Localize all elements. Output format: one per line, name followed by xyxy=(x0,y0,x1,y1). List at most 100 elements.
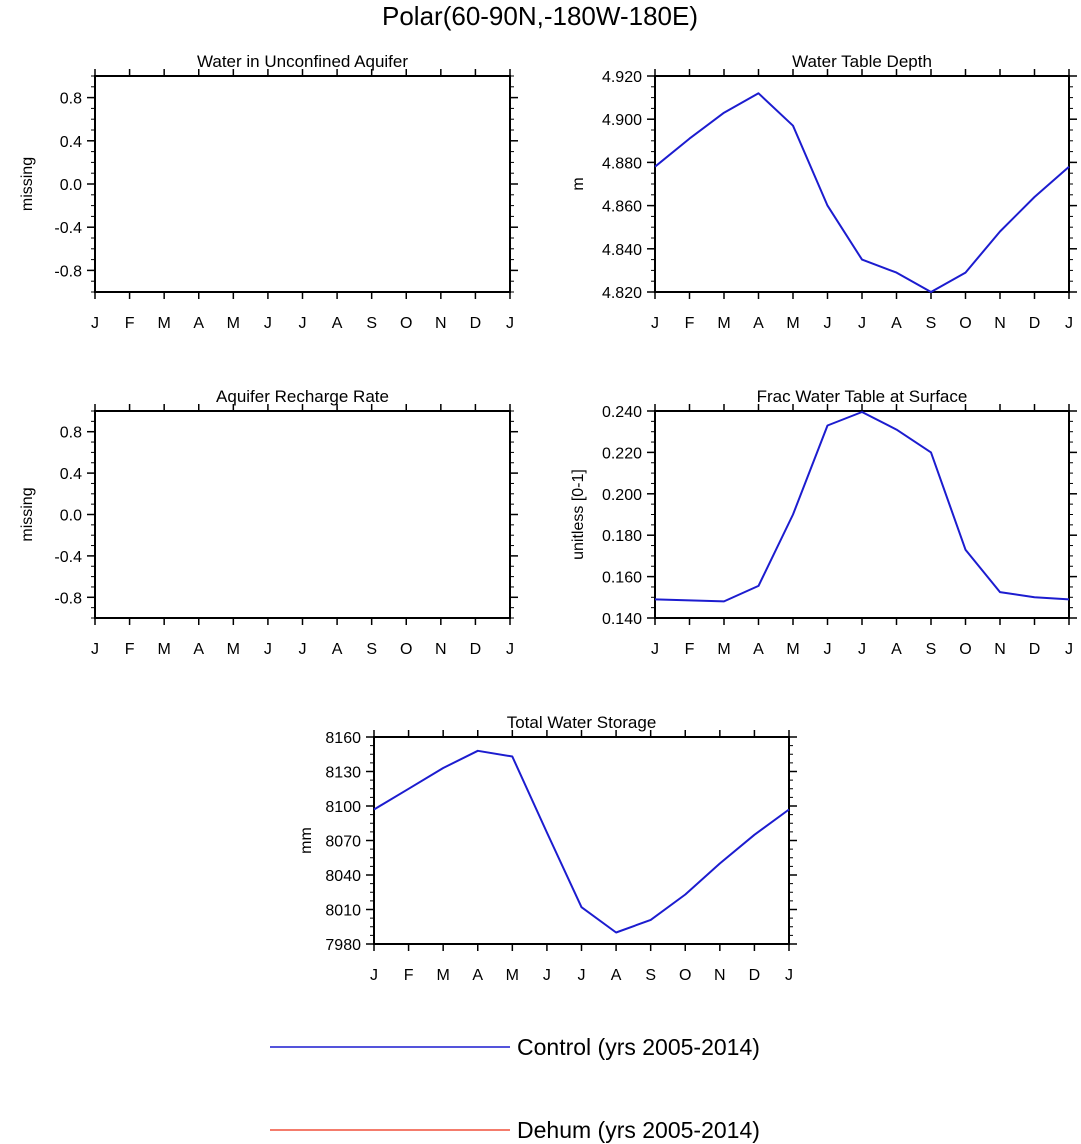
x-tick-label: J xyxy=(506,641,514,658)
x-tick-label: M xyxy=(158,315,171,332)
plot-frame xyxy=(94,410,511,619)
figure-title: Polar(60-90N,-180W-180E) xyxy=(382,1,698,31)
x-tick-label: J xyxy=(299,315,307,332)
x-tick-label: A xyxy=(753,641,764,658)
x-tick-label: D xyxy=(749,967,761,984)
x-tick-label: A xyxy=(193,315,204,332)
x-tick-label: J xyxy=(506,315,514,332)
x-tick-label: O xyxy=(679,967,691,984)
y-tick-label: 4.920 xyxy=(602,69,642,86)
x-tick-label: O xyxy=(959,315,971,332)
x-tick-label: A xyxy=(611,967,622,984)
x-tick-label: A xyxy=(891,315,902,332)
x-tick-label: O xyxy=(959,641,971,658)
y-tick-label: 0.140 xyxy=(602,611,642,628)
x-tick-label: F xyxy=(404,967,414,984)
y-tick-label: 4.840 xyxy=(602,242,642,259)
y-tick-label: -0.4 xyxy=(54,220,82,237)
y-axis-label: missing xyxy=(19,487,36,541)
x-tick-label: N xyxy=(714,967,726,984)
chart-panel-2: Water Table Depth J F M A M J J A S O N D J 4.820 4.840… xyxy=(570,52,1077,332)
x-tick-label: D xyxy=(1029,315,1041,332)
y-tick-label: 0.180 xyxy=(602,528,642,545)
y-tick-label: 0.200 xyxy=(602,487,642,504)
x-tick-label: J xyxy=(858,315,866,332)
x-tick-label: N xyxy=(994,641,1006,658)
panel-title: Total Water Storage xyxy=(507,713,657,732)
x-tick-label: A xyxy=(472,967,483,984)
x-tick-label: S xyxy=(366,641,377,658)
x-tick-label: J xyxy=(824,315,832,332)
panel-title: Water in Unconfined Aquifer xyxy=(197,52,408,71)
x-tick-label: M xyxy=(227,315,240,332)
y-tick-label: 0.0 xyxy=(60,508,82,525)
y-tick-label: 8070 xyxy=(325,834,361,851)
x-tick-label: D xyxy=(470,315,482,332)
x-tick-label: J xyxy=(578,967,586,984)
x-tick-label: A xyxy=(193,641,204,658)
x-tick-label: J xyxy=(1065,641,1073,658)
y-tick-label: 0.4 xyxy=(60,134,82,151)
y-tick-label: 8040 xyxy=(325,868,361,885)
series-line-control xyxy=(373,749,790,934)
x-tick-label: F xyxy=(685,315,695,332)
x-tick-label: S xyxy=(926,641,937,658)
x-tick-label: J xyxy=(858,641,866,658)
panel-title: Water Table Depth xyxy=(792,52,932,71)
x-tick-label: J xyxy=(264,641,272,658)
y-axis-label: missing xyxy=(19,157,36,211)
legend-label: Dehum (yrs 2005-2014) xyxy=(517,1117,760,1143)
x-tick-label: M xyxy=(437,967,450,984)
y-axis-label: mm xyxy=(298,827,315,854)
y-axis-label: m xyxy=(570,177,587,190)
x-tick-label: N xyxy=(994,315,1006,332)
x-tick-label: J xyxy=(370,967,378,984)
legend-item-1: Control (yrs 2005-2014) xyxy=(270,1034,760,1060)
plot-frame xyxy=(94,75,511,293)
panel-title: Aquifer Recharge Rate xyxy=(216,387,389,406)
x-tick-label: F xyxy=(125,641,135,658)
chart-panel-5: Total Water Storage J F M A M J J A S O N D J 7980 8010… xyxy=(298,713,797,984)
x-tick-label: F xyxy=(685,641,695,658)
y-tick-label: 8100 xyxy=(325,799,361,816)
x-tick-label: M xyxy=(717,641,730,658)
x-tick-label: S xyxy=(926,315,937,332)
y-tick-label: 0.8 xyxy=(60,91,82,108)
y-tick-label: 8130 xyxy=(325,765,361,782)
legend-label: Control (yrs 2005-2014) xyxy=(517,1034,760,1060)
y-tick-label: 4.880 xyxy=(602,155,642,172)
x-tick-label: J xyxy=(91,315,99,332)
y-tick-label: -0.4 xyxy=(54,549,82,566)
x-tick-label: D xyxy=(1029,641,1041,658)
x-tick-label: N xyxy=(435,315,447,332)
y-tick-label: 4.820 xyxy=(602,285,642,302)
x-tick-label: S xyxy=(645,967,656,984)
chart-panel-3: Aquifer Recharge Rate J F M A M J J A S O N D J -0.8 -0… xyxy=(19,387,518,658)
y-tick-label: 0.160 xyxy=(602,570,642,587)
x-tick-label: M xyxy=(786,641,799,658)
legend-item-2: Dehum (yrs 2005-2014) xyxy=(270,1117,760,1143)
y-tick-label: -0.8 xyxy=(54,590,82,607)
plot-frame xyxy=(373,736,790,945)
x-tick-label: D xyxy=(470,641,482,658)
chart-panel-4: Frac Water Table at Surface J F M A M J J A S O N D J… xyxy=(570,387,1077,658)
x-tick-label: J xyxy=(651,315,659,332)
y-tick-label: 0.0 xyxy=(60,177,82,194)
x-tick-label: M xyxy=(158,641,171,658)
series-line-control xyxy=(654,411,1070,603)
y-tick-label: 0.220 xyxy=(602,445,642,462)
x-tick-label: A xyxy=(753,315,764,332)
x-tick-label: A xyxy=(332,641,343,658)
x-tick-label: M xyxy=(227,641,240,658)
y-tick-label: 0.240 xyxy=(602,404,642,421)
y-tick-label: 7980 xyxy=(325,937,361,954)
x-tick-label: S xyxy=(366,315,377,332)
x-tick-label: J xyxy=(264,315,272,332)
x-tick-label: J xyxy=(91,641,99,658)
y-tick-label: 0.4 xyxy=(60,466,82,483)
x-tick-label: M xyxy=(506,967,519,984)
chart-panel-1: Water in Unconfined Aquifer J F M A M J J A S O N D J… xyxy=(19,52,518,332)
x-tick-label: A xyxy=(332,315,343,332)
panel-title: Frac Water Table at Surface xyxy=(757,387,968,406)
x-tick-label: M xyxy=(786,315,799,332)
